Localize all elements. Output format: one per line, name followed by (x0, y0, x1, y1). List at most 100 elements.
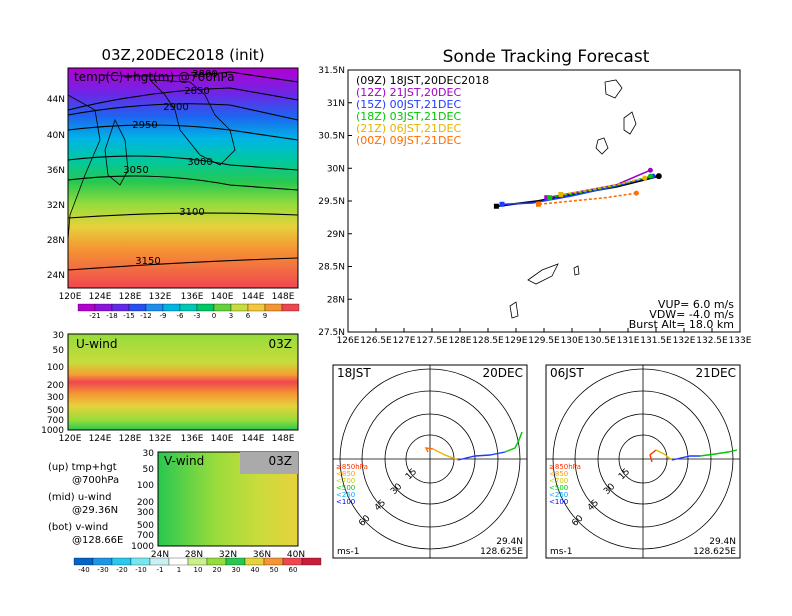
pressure-label: 500 (47, 406, 64, 416)
temp-colorbar-label: 6 (246, 312, 251, 320)
track-lon-label: 129E (505, 336, 528, 346)
panel-notes: (up) tmp+hgt @700hPa (mid) u-wind @29.36… (48, 462, 123, 546)
lon-label: 124E (89, 292, 112, 302)
track-series (538, 192, 637, 206)
wind-colorbar-swatch (301, 557, 322, 566)
right-title: Sonde Tracking Forecast (443, 47, 650, 67)
contour-label-2850: 2850 (184, 86, 209, 97)
vwind-lat-label: 36N (253, 550, 271, 560)
param-vup: VUP= 6.0 m/s (658, 298, 734, 311)
track-legend-entry: (21Z) 06JST,21DEC (356, 122, 461, 135)
lat-label: 40N (47, 131, 65, 141)
lon-label: 120E (59, 292, 82, 302)
temp-colorbar-label: -12 (140, 312, 151, 320)
track-lat-label: 29N (327, 230, 345, 240)
note-bot: (bot) v-wind (48, 522, 108, 533)
wind-colorbar-label: 30 (232, 566, 241, 574)
wind-colorbar-swatch (225, 557, 246, 566)
hodograph-panel: 06JST 21DEC15304560≥850hPa<850<700<500<25… (545, 364, 741, 559)
contour-2950 (67, 124, 299, 141)
temp-colorbar-swatch (145, 303, 164, 312)
temp-colorbar-label: -21 (89, 312, 100, 320)
track-legend-entry: (18Z) 03JST,21DEC (356, 110, 461, 123)
level-legend-entry: <700 (336, 477, 355, 485)
burst-point (633, 190, 639, 196)
hodograph-trace (649, 449, 657, 463)
track-lat-label: 28N (327, 295, 345, 305)
hodograph-header-right: 21DEC (696, 366, 736, 380)
track-lat-label: 31.5N (318, 66, 345, 76)
vwind-lat-label: 28N (185, 550, 203, 560)
track-lat-label: 30.5N (318, 132, 345, 142)
pressure-label: 50 (143, 465, 155, 475)
track-lon-label: 133E (729, 336, 752, 346)
track-lon-label: 131.5E (640, 336, 672, 346)
temp-colorbar-label: 3 (229, 312, 233, 320)
lon-label: 140E (211, 292, 234, 302)
hodograph-unit: ms-1 (337, 547, 359, 557)
burst-point (647, 167, 653, 173)
hodograph-header-right: 20DEC (483, 366, 523, 380)
contour-label-3000: 3000 (187, 157, 212, 168)
temp-colorbar-label: -3 (194, 312, 201, 320)
track-lon-label: 129.5E (528, 336, 560, 346)
note-up-level: @700hPa (72, 475, 119, 486)
uwind-frame (67, 333, 299, 431)
wind-colorbar-label: 50 (270, 566, 279, 574)
hodograph-unit: ms-1 (550, 547, 572, 557)
temp-colorbar-swatch (247, 303, 266, 312)
contour-label-3150: 3150 (135, 256, 160, 267)
lon-label: 144E (242, 434, 265, 444)
track-panel: 31.5N31N30.5N30N29.5N29N28.5N28N27.5N126… (318, 66, 752, 346)
track-lon-label: 126E (337, 336, 360, 346)
contour-2900 (67, 103, 299, 121)
lon-label: 124E (89, 434, 112, 444)
wind-colorbar-swatch (130, 557, 151, 566)
level-legend-entry: ≥850hPa (549, 463, 581, 471)
pressure-label: 30 (53, 331, 65, 341)
landing-point (493, 203, 499, 209)
vwind-time: 03Z (269, 454, 293, 468)
lat-label: 36N (47, 166, 65, 176)
temp-map: 2800 2850 2900 2950 3000 3050 3100 3150 … (47, 67, 299, 302)
vwind-lat-label: 32N (219, 550, 237, 560)
wind-colorbar-swatch (149, 557, 170, 566)
vwind-panel: V-wind 03Z 30 50 100 200 300 500 700 100… (131, 449, 305, 560)
temp-colorbar-swatch (111, 303, 130, 312)
temp-colorbar-swatch (94, 303, 113, 312)
island (509, 301, 519, 319)
hodograph-header-left: 06JST (550, 366, 584, 380)
temp-colorbar: -21 -18 -15 -12 -9 -6 -3 0 3 6 9 (77, 303, 300, 320)
island (527, 263, 559, 285)
lon-label: 148E (272, 434, 295, 444)
temp-colorbar-swatch (213, 303, 232, 312)
hodograph-trace (432, 448, 459, 461)
hodograph-trace (504, 431, 523, 453)
contour-label-2950: 2950 (132, 120, 157, 131)
wind-colorbar-label: -1 (157, 566, 164, 574)
pressure-label: 200 (47, 381, 64, 391)
pressure-label: 300 (137, 508, 154, 518)
level-legend-entry: <500 (549, 484, 568, 492)
note-mid-level: @29.36N (72, 505, 118, 516)
level-legend-entry: <850 (549, 470, 568, 478)
temp-colorbar-swatch (196, 303, 215, 312)
level-legend-entry: <100 (549, 498, 568, 506)
track-lon-label: 126.5E (360, 336, 392, 346)
wind-colorbar-label: -20 (116, 566, 127, 574)
param-vdw: VDW= -4.0 m/s (649, 308, 734, 321)
vwind-missing-area (240, 452, 298, 474)
temp-colorbar-label: -9 (160, 312, 167, 320)
hodograph-trace (699, 449, 738, 457)
lon-label: 140E (211, 434, 234, 444)
landing-point (544, 195, 550, 201)
lon-label: 136E (181, 292, 204, 302)
contour-label-3050: 3050 (123, 165, 148, 176)
track-legend-entry: (09Z) 18JST,20DEC2018 (356, 74, 489, 87)
track-lon-label: 130.5E (584, 336, 616, 346)
contour-label-2800: 2800 (192, 69, 217, 80)
burst-point (647, 173, 653, 179)
vwind-label: V-wind (164, 454, 204, 468)
temp-colorbar-label: -6 (177, 312, 185, 320)
uwind-time: 03Z (269, 337, 293, 351)
